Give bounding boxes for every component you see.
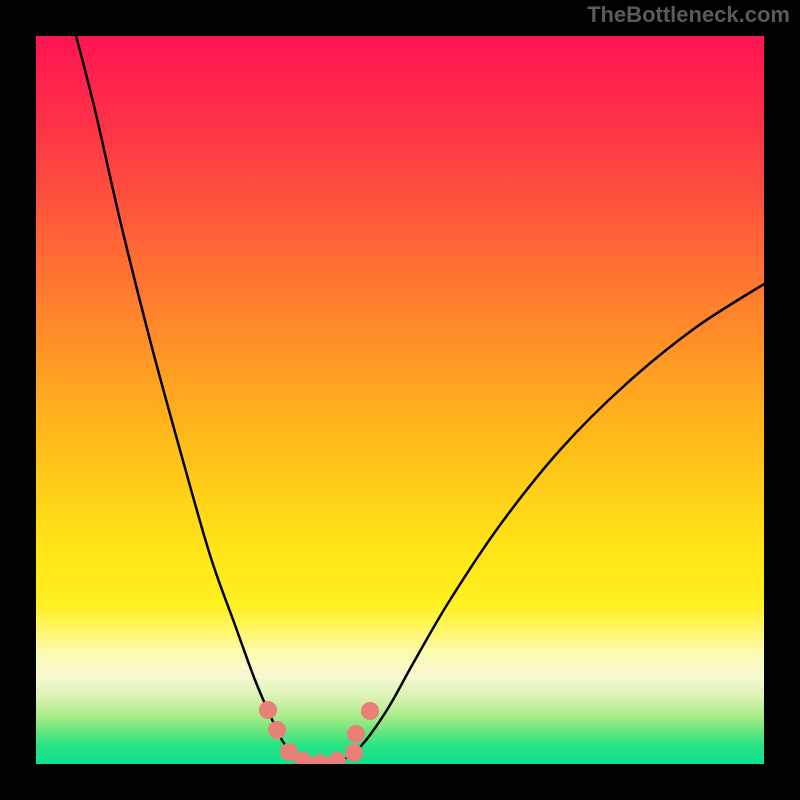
marker-point (345, 744, 363, 762)
bottleneck-chart (0, 0, 800, 800)
marker-point (268, 721, 286, 739)
chart-container: TheBottleneck.com (0, 0, 800, 800)
gradient-background (36, 36, 764, 764)
marker-point (361, 702, 379, 720)
marker-point (259, 701, 277, 719)
watermark-text: TheBottleneck.com (587, 2, 790, 28)
marker-point (347, 725, 365, 743)
